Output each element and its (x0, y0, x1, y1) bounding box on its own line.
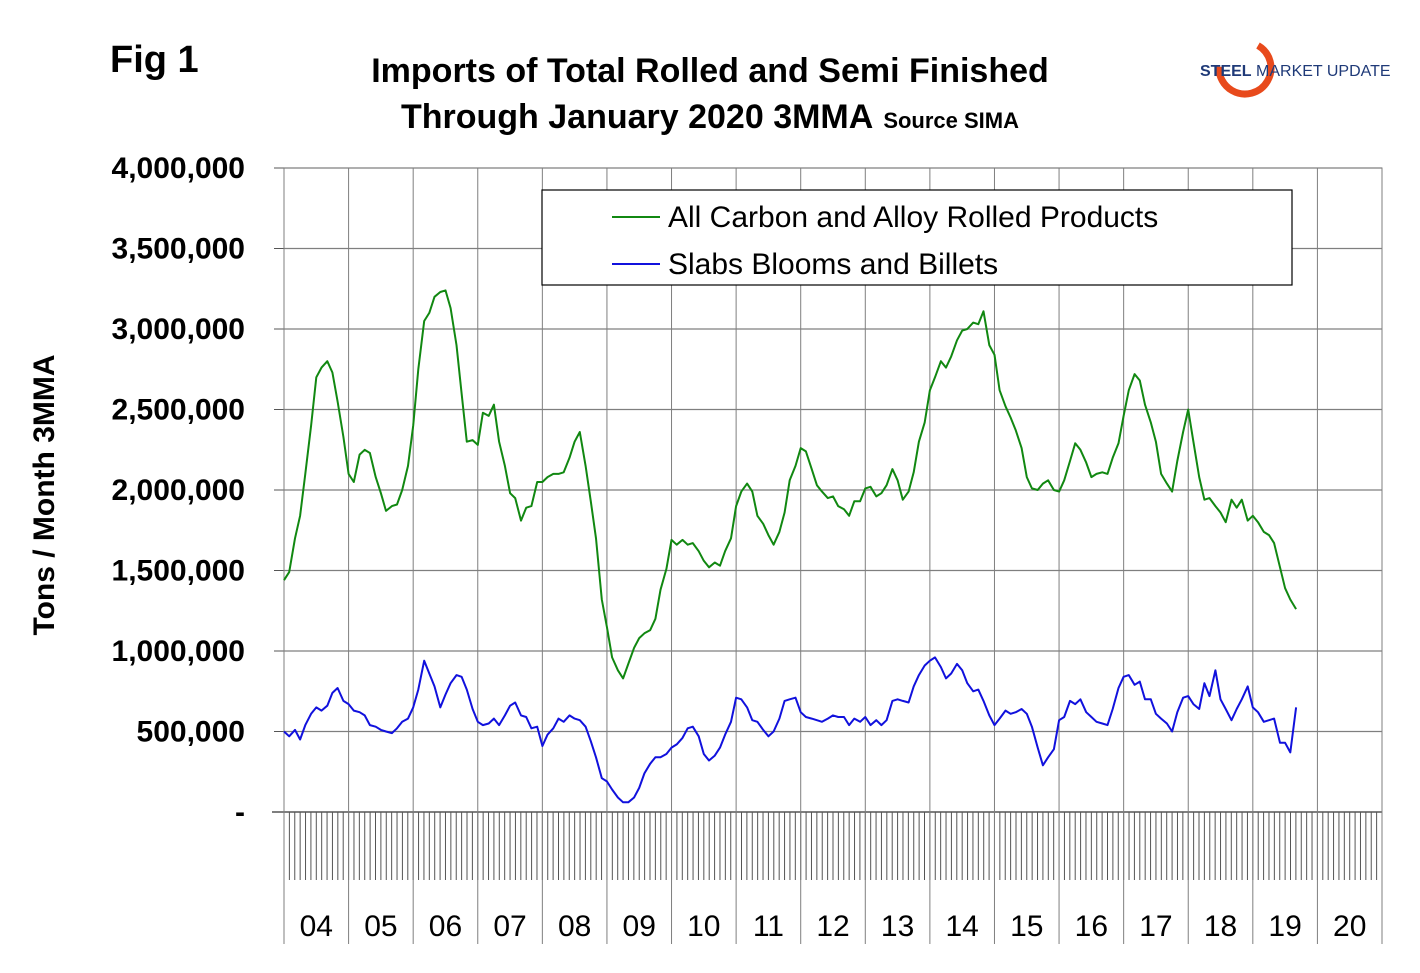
y-axis-label: Tons / Month 3MMA (28, 354, 61, 635)
y-tick-label: 3,500,000 (112, 233, 245, 266)
legend-box (541, 189, 1293, 286)
logo-text-rest: MARKET UPDATE (1252, 63, 1391, 80)
x-tick-label: 09 (623, 910, 656, 943)
x-tick-label: 19 (1268, 910, 1301, 943)
x-tick-label: 06 (429, 910, 462, 943)
chart-title-line-2-main: Through January 2020 3MMA (401, 98, 873, 136)
logo-text-bold: STEEL (1200, 63, 1252, 80)
x-tick-label: 16 (1075, 910, 1108, 943)
x-tick-label: 10 (687, 910, 720, 943)
logo-swoosh-icon (1215, 38, 1275, 98)
legend-label-slabs: Slabs Blooms and Billets (668, 248, 998, 281)
chart-subtitle: Source SIMA (883, 108, 1019, 133)
x-tick-label: 07 (493, 910, 526, 943)
x-tick-label: 15 (1010, 910, 1043, 943)
x-tick-label: 17 (1139, 910, 1172, 943)
legend: All Carbon and Alloy Rolled Products Sla… (541, 189, 1293, 286)
logo: STEEL MARKET UPDATE (1200, 38, 1391, 98)
x-tick-label: 05 (364, 910, 397, 943)
y-tick-label: 500,000 (137, 716, 245, 749)
legend-label-rolled-products: All Carbon and Alloy Rolled Products (668, 201, 1158, 234)
x-tick-label: 04 (300, 910, 333, 943)
y-tick-label: 1,500,000 (112, 555, 245, 588)
x-tick-label: 20 (1333, 910, 1366, 943)
y-tick-label: 3,000,000 (112, 313, 245, 346)
y-tick-label: 2,000,000 (112, 474, 245, 507)
y-tick-label: 4,000,000 (112, 152, 245, 185)
x-tick-label: 12 (816, 910, 849, 943)
chart-title-line-2: Through January 2020 3MMA Source SIMA (401, 98, 1019, 136)
x-tick-label: 14 (945, 910, 978, 943)
figure-label: Fig 1 (110, 39, 199, 81)
y-tick-label: 2,500,000 (112, 394, 245, 427)
series-line-1 (283, 656, 1298, 804)
logo-text: STEEL MARKET UPDATE (1200, 63, 1391, 80)
y-tick-label: - (235, 796, 245, 829)
x-tick-label: 08 (558, 910, 591, 943)
chart-title-line-1: Imports of Total Rolled and Semi Finishe… (371, 52, 1049, 90)
y-tick-label: 1,000,000 (112, 635, 245, 668)
series-line-0 (283, 289, 1297, 680)
x-tick-label: 13 (881, 910, 914, 943)
x-tick-label: 18 (1204, 910, 1237, 943)
x-tick-label: 11 (753, 910, 784, 943)
